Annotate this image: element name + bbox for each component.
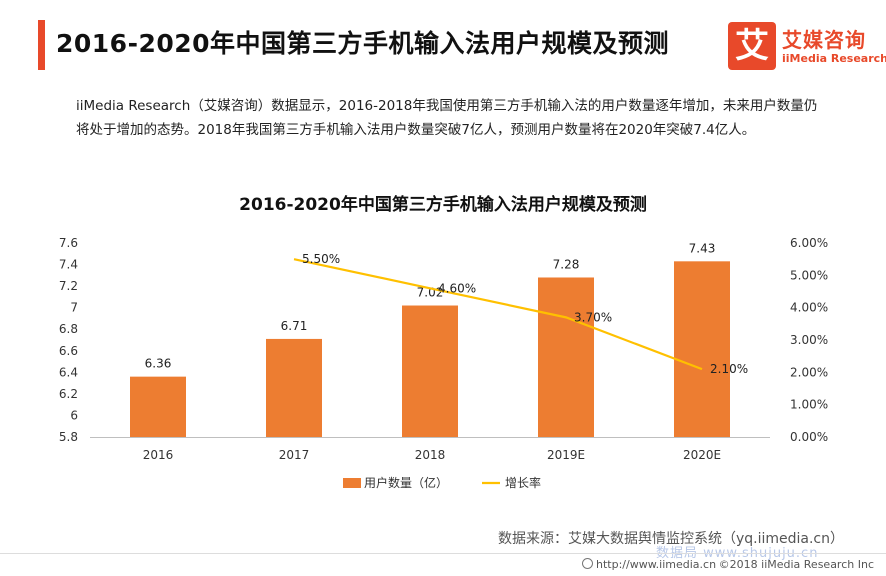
y-left-tick-label: 5.8 xyxy=(59,430,78,444)
line-data-label: 2.10% xyxy=(710,362,748,376)
y-right-tick-label: 0.00% xyxy=(790,430,828,444)
y-left-tick-label: 7 xyxy=(70,301,78,315)
description-text: iiMedia Research（艾媒咨询）数据显示，2016-2018年我国使… xyxy=(76,98,818,138)
x-tick-label: 2017 xyxy=(279,448,310,462)
bar-data-label: 6.71 xyxy=(281,319,308,333)
y-left-tick-label: 6.8 xyxy=(59,322,78,336)
y-left-tick-label: 7.6 xyxy=(59,236,78,250)
x-tick-label: 2019E xyxy=(547,448,585,462)
y-right-tick-label: 6.00% xyxy=(790,236,828,250)
line-data-label: 4.60% xyxy=(438,281,476,295)
footer-url[interactable]: http://www.iimedia.cn xyxy=(582,558,716,571)
logo-name-cn: 艾媒咨询 xyxy=(782,28,866,52)
globe-icon xyxy=(582,558,593,569)
bar xyxy=(402,305,458,437)
source-note: 数据来源：艾媒大数据舆情监控系统（yq.iimedia.cn） xyxy=(497,531,844,547)
bar-data-label: 7.43 xyxy=(689,241,716,255)
footer-url-text: http://www.iimedia.cn xyxy=(596,558,717,571)
line-data-label: 5.50% xyxy=(302,252,340,266)
x-tick-label: 2016 xyxy=(143,448,174,462)
bar xyxy=(674,261,730,437)
footer-copyright: ©2018 iiMedia Research Inc xyxy=(718,558,874,571)
iimedia-logo: 艾 艾媒咨询 iiMedia Research xyxy=(728,22,886,72)
y-right-tick-label: 2.00% xyxy=(790,365,828,379)
y-left-tick-label: 7.4 xyxy=(59,258,78,272)
title-accent-bar xyxy=(38,20,45,70)
y-right-tick-label: 3.00% xyxy=(790,333,828,347)
chart-title: 2016-2020年中国第三方手机输入法用户规模及预测 xyxy=(239,195,647,215)
line-data-label: 3.70% xyxy=(574,310,612,324)
legend-bar-swatch xyxy=(343,478,361,488)
y-left-tick-label: 6.6 xyxy=(59,344,78,358)
bar xyxy=(130,376,186,437)
legend-bar-label: 用户数量（亿） xyxy=(364,475,448,490)
y-right-tick-label: 1.00% xyxy=(790,398,828,412)
logo-mark-icon: 艾 xyxy=(728,22,776,70)
x-tick-label: 2018 xyxy=(415,448,446,462)
footer-divider xyxy=(0,553,886,554)
y-right-tick-label: 4.00% xyxy=(790,301,828,315)
bar-data-label: 7.28 xyxy=(553,257,580,271)
y-left-tick-label: 6.2 xyxy=(59,387,78,401)
bar-data-label: 6.36 xyxy=(145,357,172,371)
legend-line-label: 增长率 xyxy=(505,475,541,490)
growth-rate-line xyxy=(293,258,703,371)
y-left-tick-label: 6.4 xyxy=(59,365,78,379)
y-left-tick-label: 7.2 xyxy=(59,279,78,293)
y-right-tick-label: 5.00% xyxy=(790,268,828,282)
y-left-tick-label: 6 xyxy=(70,408,78,422)
page-title: 2016-2020年中国第三方手机输入法用户规模及预测 xyxy=(56,29,670,58)
logo-name-en: iiMedia Research xyxy=(782,52,886,65)
bar xyxy=(266,338,322,437)
x-tick-label: 2020E xyxy=(683,448,721,462)
bar xyxy=(538,277,594,437)
